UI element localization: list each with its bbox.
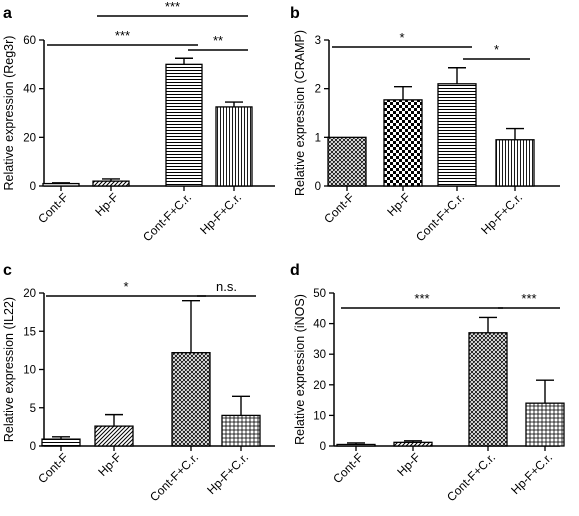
- panel-letter: c: [3, 262, 12, 279]
- significance-label: *: [123, 279, 128, 294]
- panel-d: d 0 10 20 30 40 50 Relative expression (iNOS) Co…: [290, 262, 565, 504]
- x-tick-label: Cont-F: [35, 190, 71, 226]
- bar-cont-f: [41, 438, 81, 447]
- significance-label: ***: [521, 291, 536, 306]
- x-tick-label: Cont-F: [321, 190, 357, 226]
- panel-b: b 0 1 2 3 Relative expression (CRAMP) Cont-F Hp…: [290, 5, 560, 244]
- x-tick-label: Hp-F: [384, 190, 413, 219]
- significance-label: **: [213, 33, 223, 48]
- bar-hp-f: [94, 425, 134, 447]
- y-tick-label: 20: [23, 132, 36, 144]
- bar-cont-f: [336, 443, 376, 447]
- panel-letter: d: [290, 262, 300, 279]
- y-tick-label: 40: [313, 319, 326, 331]
- bar-hp-f-c-r-: [495, 139, 535, 187]
- y-axis-label: Relative expression (IL22): [2, 297, 16, 442]
- x-tick-label: Hp-F+C.r.: [478, 190, 525, 237]
- bar-cont-f-c-r-: [165, 63, 203, 187]
- bar-hp-f-c-r-: [221, 414, 261, 447]
- y-tick-label: 30: [313, 349, 326, 361]
- y-axis-label: Relative expression (iNOS): [293, 294, 307, 445]
- x-tick-label: Hp-F: [95, 450, 124, 479]
- y-tick-label: 10: [313, 410, 326, 422]
- x-tick-label: Cont-F+C.r.: [444, 450, 498, 504]
- y-tick-label: 5: [30, 403, 36, 415]
- x-tick-label: Cont-F+C.r.: [147, 450, 201, 504]
- x-tick-label: Cont-F: [35, 450, 71, 486]
- bar-hp-f: [383, 99, 423, 187]
- bar-cont-f-c-r-: [468, 332, 508, 447]
- significance-label: ***: [165, 0, 180, 14]
- panel-letter: b: [290, 5, 300, 22]
- significance-label: ***: [414, 291, 429, 306]
- bar-cont-f-c-r-: [437, 83, 477, 187]
- y-tick-label: 50: [313, 288, 326, 300]
- bar-hp-f: [92, 180, 130, 187]
- significance-label: *: [399, 30, 404, 45]
- x-tick-label: Hp-F+C.r.: [204, 450, 251, 497]
- y-tick-label: 40: [23, 84, 36, 96]
- bar-cont-f: [327, 136, 367, 187]
- panel-letter: a: [3, 5, 12, 22]
- y-tick-label: 2: [315, 84, 321, 96]
- bar-hp-f-c-r-: [525, 402, 565, 447]
- x-tick-label: Hp-F: [92, 190, 121, 219]
- panel-c: c 0 5 10 15 20 Relative expression (IL22) Cont-…: [2, 262, 275, 504]
- y-tick-label: 0: [30, 181, 36, 193]
- y-tick-label: 20: [23, 288, 36, 300]
- bar-hp-f-c-r-: [215, 106, 253, 187]
- y-tick-label: 3: [315, 35, 321, 47]
- x-tick-label: Hp-F+C.r.: [197, 190, 244, 237]
- x-tick-label: Cont-F+C.r.: [140, 190, 194, 244]
- significance-label: n.s.: [216, 279, 237, 294]
- bar-hp-f: [393, 441, 433, 447]
- y-tick-label: 20: [313, 380, 326, 392]
- y-tick-label: 15: [23, 326, 36, 338]
- y-tick-label: 0: [30, 441, 36, 453]
- y-tick-label: 1: [315, 132, 321, 144]
- y-tick-label: 0: [320, 441, 326, 453]
- panel-a: a 0 20 40 60 Relative expression (Reg3r) Cont-…: [2, 0, 275, 244]
- y-tick-label: 60: [23, 35, 36, 47]
- significance-label: ***: [115, 28, 130, 43]
- bar-cont-f-c-r-: [171, 352, 211, 447]
- x-tick-label: Cont-F: [330, 450, 366, 486]
- y-axis-label: Relative expression (CRAMP): [293, 30, 307, 196]
- x-tick-label: Hp-F+C.r.: [508, 450, 555, 497]
- y-tick-label: 0: [315, 181, 321, 193]
- significance-label: *: [494, 42, 499, 57]
- x-tick-label: Hp-F: [394, 450, 423, 479]
- y-tick-label: 10: [23, 365, 36, 377]
- x-tick-label: Cont-F+C.r.: [413, 190, 467, 244]
- bar-cont-f: [42, 182, 80, 187]
- y-axis-label: Relative expression (Reg3r): [2, 36, 16, 191]
